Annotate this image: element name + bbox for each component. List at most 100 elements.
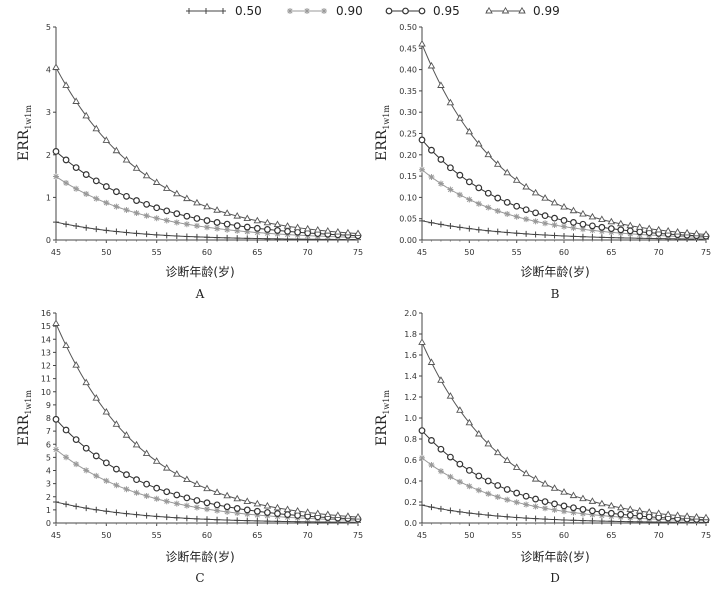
data-point: [484, 477, 492, 485]
y-tick-label: 2.0: [404, 309, 417, 318]
x-tick-label: 65: [252, 248, 262, 257]
data-point: [123, 486, 130, 493]
data-point: [52, 63, 60, 70]
x-tick-label: 75: [353, 248, 363, 257]
data-point: [466, 196, 473, 203]
data-point: [284, 227, 291, 235]
data-point: [513, 230, 520, 237]
data-point: [173, 189, 181, 197]
data-point: [112, 420, 121, 427]
y-axis-label: ERR1w1m: [374, 105, 391, 161]
y-tick-label: 1: [46, 193, 51, 202]
data-point: [561, 508, 567, 515]
data-point: [293, 223, 302, 231]
y-tick-label: 5: [46, 23, 51, 32]
data-point: [447, 186, 454, 193]
data-point: [244, 517, 251, 524]
y-tick-label: 0.30: [399, 108, 417, 117]
data-point: [274, 510, 281, 517]
data-point: [673, 227, 682, 235]
data-point: [123, 510, 130, 517]
data-point: [645, 508, 653, 515]
data-point: [589, 511, 596, 518]
legend: 0.50 0.90 0.95 0.99: [186, 4, 560, 18]
data-point: [466, 510, 473, 517]
data-point: [561, 223, 567, 230]
data-point: [550, 484, 559, 491]
legend-marker: [501, 6, 510, 14]
y-tick-label: 9: [46, 401, 51, 410]
data-point: [617, 503, 625, 511]
x-tick-label: 45: [417, 531, 427, 540]
y-tick-label: 0.45: [399, 44, 417, 53]
data-point: [493, 448, 502, 456]
data-point: [284, 511, 291, 518]
data-point: [523, 230, 530, 237]
data-point: [62, 341, 70, 349]
data-point: [112, 465, 120, 473]
x-tick-label: 65: [606, 248, 616, 257]
y-tick-label: 1.8: [404, 330, 417, 339]
y-tick-label: 0.25: [399, 130, 417, 139]
data-point: [579, 517, 586, 524]
x-tick-label: 65: [252, 531, 262, 540]
y-tick-label: 7: [46, 427, 51, 436]
data-point: [579, 505, 587, 513]
series-0.99: [52, 319, 362, 520]
y-tick-label: 0: [46, 519, 51, 528]
data-point: [466, 225, 473, 232]
data-point: [484, 150, 493, 158]
data-point: [103, 508, 110, 515]
data-point: [52, 319, 60, 326]
data-point: [523, 216, 530, 223]
data-point: [133, 230, 140, 237]
data-point: [673, 511, 682, 518]
data-point: [484, 189, 492, 197]
data-point: [513, 499, 520, 506]
data-point: [513, 514, 520, 521]
x-tick-label: 50: [101, 531, 111, 540]
x-axis-label: 诊断年龄(岁): [165, 549, 234, 564]
data-point: [598, 512, 605, 519]
data-point: [162, 464, 171, 471]
data-point: [122, 155, 131, 163]
data-point: [589, 234, 596, 241]
data-point: [183, 221, 190, 228]
panel-label: A: [195, 287, 205, 301]
data-point: [504, 229, 511, 236]
data-point: [274, 227, 281, 234]
x-tick-label: 60: [202, 531, 212, 540]
data-point: [579, 226, 586, 233]
data-point: [73, 223, 80, 230]
data-point: [626, 227, 634, 235]
series-0.95: [418, 427, 710, 524]
data-point: [243, 506, 251, 514]
data-point: [598, 223, 606, 231]
data-point: [142, 171, 151, 179]
data-point: [579, 494, 587, 502]
data-point: [542, 232, 549, 239]
data-point: [283, 222, 292, 229]
data-point: [224, 234, 231, 241]
data-point: [475, 511, 482, 518]
data-point: [428, 437, 435, 444]
data-point: [570, 504, 577, 512]
data-point: [193, 497, 201, 504]
data-point: [542, 505, 549, 512]
data-point: [522, 492, 530, 500]
data-point: [561, 516, 567, 523]
data-point: [244, 235, 251, 242]
data-point: [72, 361, 80, 368]
data-point: [153, 215, 160, 222]
data-point: [475, 429, 483, 437]
data-point: [133, 511, 140, 518]
data-point: [102, 183, 110, 190]
data-point: [475, 139, 483, 147]
data-point: [504, 210, 511, 217]
data-point: [103, 227, 110, 234]
data-point: [53, 446, 59, 453]
y-tick-label: 15: [41, 322, 51, 331]
x-tick-label: 50: [101, 248, 111, 257]
